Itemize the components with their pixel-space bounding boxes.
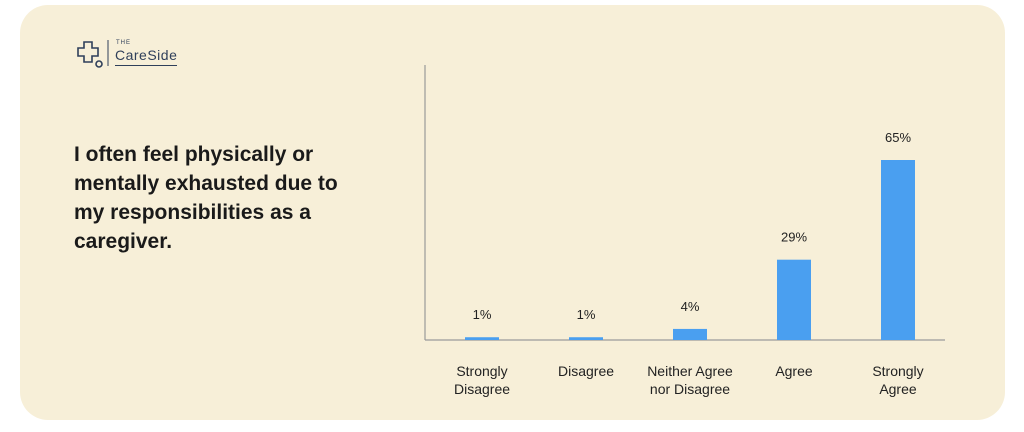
value-label: 1% xyxy=(577,307,596,322)
logo-icon xyxy=(77,40,109,68)
x-tick-label: Agree xyxy=(775,363,813,379)
card xyxy=(20,5,1005,420)
bar xyxy=(673,328,707,340)
logo-small-text: THE xyxy=(116,40,131,46)
x-tick-label: Strongly Disagree xyxy=(453,363,511,397)
x-tick-label: Disagree xyxy=(557,363,615,379)
value-label: 1% xyxy=(473,307,492,322)
logo-name: CareSide xyxy=(115,47,178,66)
x-tick-label: Strongly Agree xyxy=(872,363,924,397)
value-label: 4% xyxy=(681,299,700,314)
chart-title: I often feel physically or mentally exha… xyxy=(74,143,338,253)
bar xyxy=(569,337,603,340)
value-label: 29% xyxy=(781,230,807,245)
x-tick-label: Neither Agree nor Disagree xyxy=(647,363,733,397)
bar xyxy=(465,337,499,340)
bar xyxy=(881,160,915,340)
value-label: 65% xyxy=(885,130,911,145)
bar xyxy=(777,259,811,340)
